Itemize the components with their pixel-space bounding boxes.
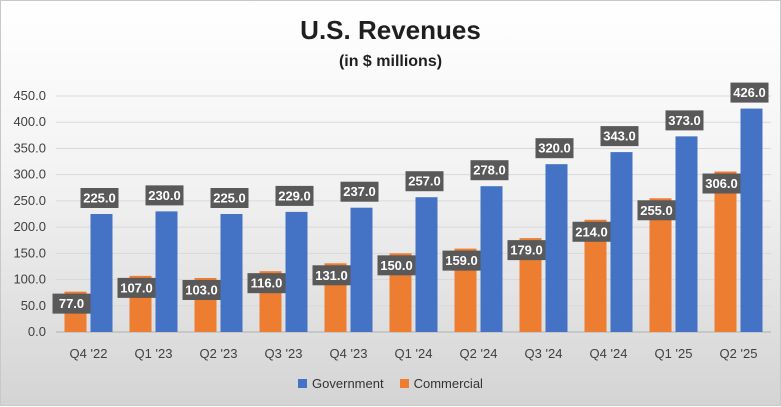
bar-government [350,207,373,332]
x-tick-label: Q4 '22 [70,346,108,361]
data-label-commercial-bg [182,279,221,300]
y-tick-label: 200.0 [13,219,46,234]
data-label-commercial: 159.0 [445,253,478,268]
data-label-government-bg [340,181,379,202]
data-label-commercial: 306.0 [705,176,738,191]
data-label-commercial-bg [117,277,156,298]
data-label-government: 229.0 [278,188,311,203]
x-tick-label: Q2 '24 [460,346,498,361]
data-label-government: 257.0 [408,174,441,189]
x-tick-label: Q4 '23 [330,346,368,361]
legend-item-government: Government [298,376,384,391]
data-label-commercial: 116.0 [251,276,283,291]
bar-government [415,197,438,332]
bar-government [285,211,308,332]
data-label-commercial: 131.0 [315,268,348,283]
data-label-commercial-bg [312,265,351,286]
bar-commercial [714,171,737,332]
x-tick-label: Q2 '25 [720,346,758,361]
x-tick-label: Q1 '24 [395,346,433,361]
data-label-government-bg [145,185,184,206]
y-tick-label: 50.0 [21,298,46,313]
chart-title: U.S. Revenues [300,15,481,45]
data-label-government: 320.0 [538,141,571,156]
y-tick-label: 450.0 [13,88,46,103]
data-label-commercial: 214.0 [575,224,608,239]
data-label-government-bg [80,188,119,208]
y-tick-label: 0.0 [28,324,46,339]
y-tick-label: 250.0 [13,193,46,208]
bar-government [740,108,763,332]
data-label-commercial: 150.0 [380,258,413,273]
x-tick-label: Q3 '23 [265,346,303,361]
data-label-government-bg [665,110,704,131]
data-label-commercial-bg [377,255,416,276]
legend-swatch-government [298,379,308,388]
data-label-government: 225.0 [213,191,246,206]
bar-government [480,186,503,332]
y-tick-label: 100.0 [13,272,46,287]
data-label-commercial-bg [572,221,611,242]
data-label-government: 225.0 [83,191,116,206]
legend-label-government: Government [312,376,384,391]
data-label-government-bg [730,82,769,103]
data-label-government-bg [470,160,509,181]
bar-government [545,164,568,332]
bar-commercial [584,219,607,332]
bar-government [220,214,243,332]
data-label-government-bg [600,126,639,147]
bar-government [90,214,113,332]
y-tick-label: 150.0 [13,245,46,260]
legend-label-commercial: Commercial [413,376,483,391]
legend-item-commercial: Commercial [399,376,483,391]
data-label-government-bg [535,138,574,159]
data-label-government: 426.0 [733,85,766,100]
y-tick-label: 350.0 [13,140,46,155]
data-label-government: 373.0 [668,113,701,128]
data-label-commercial: 179.0 [510,243,543,258]
bar-commercial [649,198,672,332]
data-label-government: 237.0 [343,184,376,199]
data-label-commercial-bg [702,173,741,194]
legend-swatch-commercial [399,379,409,388]
x-tick-label: Q3 '24 [525,346,563,361]
data-label-commercial-bg [442,250,481,271]
x-tick-label: Q2 '23 [200,346,238,361]
x-tick-label: Q1 '23 [135,346,173,361]
data-label-government-bg [275,185,314,206]
data-label-commercial: 255.0 [640,203,673,218]
chart-legend: Government Commercial [1,376,780,391]
data-label-commercial: 77.0 [59,296,84,311]
data-label-government-bg [405,171,444,192]
data-label-government-bg [210,188,249,208]
data-label-commercial-bg [507,240,546,261]
data-label-government: 343.0 [603,129,636,144]
data-label-commercial: 107.0 [120,280,153,295]
bar-government [610,152,633,332]
x-tick-label: Q1 '25 [655,346,693,361]
x-tick-label: Q4 '24 [590,346,628,361]
data-label-commercial-bg [52,293,91,314]
bar-government [155,211,178,332]
bar-commercial [519,238,542,332]
data-label-commercial-bg [637,200,676,221]
y-tick-label: 300.0 [13,167,46,182]
data-label-government: 230.0 [148,188,181,203]
chart-subtitle: (in $ millions) [338,53,443,70]
data-label-government: 278.0 [473,163,506,178]
y-tick-label: 400.0 [13,114,46,129]
data-label-commercial-bg [247,273,286,294]
bar-government [675,136,698,332]
data-label-commercial: 103.0 [185,282,218,297]
